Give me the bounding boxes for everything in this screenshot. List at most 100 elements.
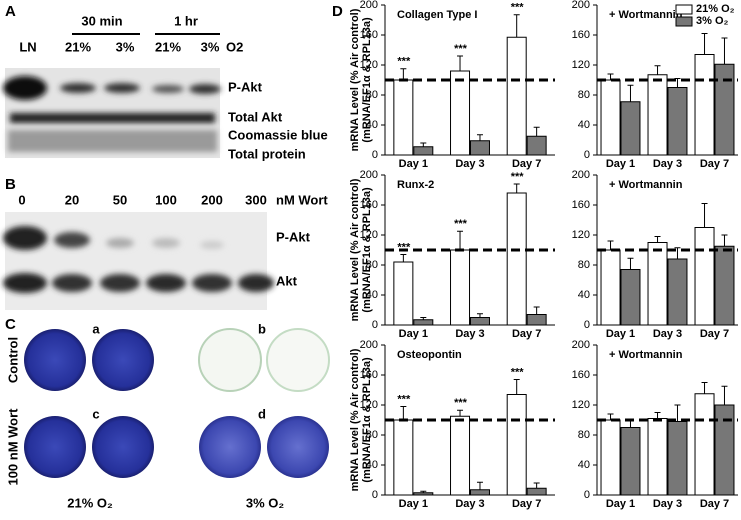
panel-label: B — [5, 176, 16, 193]
y-tick-label: 160 — [572, 369, 590, 381]
legend-label: 21% O₂ — [696, 3, 735, 15]
x-tick-label: Day 3 — [653, 328, 682, 340]
bar — [450, 415, 471, 496]
x-tick-label: Day 7 — [512, 498, 541, 510]
bar — [413, 319, 434, 326]
bar — [694, 393, 715, 496]
time-label: 1 hr — [174, 13, 198, 28]
bar — [667, 258, 688, 326]
bar — [450, 70, 471, 156]
annotation: *** — [454, 43, 468, 55]
panel-label: D — [332, 3, 343, 20]
y-tick-label: 0 — [584, 149, 590, 161]
x-tick-label: Day 1 — [606, 158, 635, 170]
x-tick-label: Day 3 — [455, 498, 484, 510]
panel-label: A — [5, 3, 16, 20]
bar — [714, 245, 735, 326]
x-tick-label: Day 7 — [700, 158, 729, 170]
y-tick-label: 160 — [360, 369, 378, 381]
y-tick-label: 160 — [360, 29, 378, 41]
well-label: b — [258, 321, 266, 336]
well-label: a — [92, 321, 100, 336]
bar — [526, 487, 547, 496]
legend-swatch — [675, 16, 693, 27]
bar — [667, 421, 688, 496]
well — [267, 416, 329, 478]
annotation: *** — [397, 56, 411, 68]
bar — [413, 146, 434, 156]
bar — [620, 269, 641, 326]
y-tick-label: 200 — [360, 339, 378, 351]
well — [92, 329, 154, 391]
dose-label: 200 — [201, 192, 223, 207]
x-tick-label: Day 3 — [653, 158, 682, 170]
y-tick-label: 120 — [360, 229, 378, 241]
y-tick-label: 80 — [578, 89, 590, 101]
y-tick-label: 40 — [366, 119, 378, 131]
x-tick-label: Day 3 — [455, 328, 484, 340]
bands — [3, 226, 274, 293]
x-tick-label: Day 1 — [399, 498, 428, 510]
y-tick-label: 80 — [366, 259, 378, 271]
bar — [469, 489, 490, 496]
panel-label: C — [5, 316, 16, 333]
well — [199, 416, 261, 478]
well — [24, 329, 86, 391]
y-tick-label: 40 — [578, 289, 590, 301]
annotation: *** — [511, 2, 525, 14]
bar — [600, 79, 621, 156]
dose-label: 0 — [18, 192, 25, 207]
y-tick-label: 200 — [572, 0, 590, 11]
lane-label: 3% — [201, 39, 220, 54]
bar — [620, 427, 641, 496]
y-tick-label: 40 — [578, 459, 590, 471]
y-tick-label: 80 — [578, 259, 590, 271]
x-tick-label: Day 3 — [653, 498, 682, 510]
y-tick-label: 40 — [578, 119, 590, 131]
o2-label: O2 — [226, 39, 243, 54]
y-tick-label: 0 — [372, 319, 378, 331]
bands — [3, 76, 221, 152]
y-tick-label: 160 — [572, 29, 590, 41]
y-tick-label: 0 — [372, 149, 378, 161]
row-label: Control — [5, 337, 20, 383]
y-axis-label: mRNA Level (% Air control) — [349, 348, 361, 491]
row-label: Coomassie blue — [228, 127, 328, 142]
dose-label: 300 — [245, 192, 267, 207]
y-tick-label: 120 — [572, 399, 590, 411]
legend-label: 3% O₂ — [696, 15, 729, 27]
well — [24, 416, 86, 478]
bar — [647, 74, 668, 156]
y-tick-label: 200 — [360, 169, 378, 181]
y-axis-label: mRNA Level (% Air control) — [349, 178, 361, 321]
y-tick-label: 80 — [366, 89, 378, 101]
y-tick-label: 160 — [360, 199, 378, 211]
y-tick-label: 120 — [360, 399, 378, 411]
annotation: *** — [397, 241, 411, 253]
well-label: d — [258, 406, 266, 421]
row-label: 100 nM Wort — [5, 408, 20, 486]
bar — [647, 418, 668, 496]
lane-label: LN — [19, 39, 36, 54]
y-tick-label: 40 — [366, 459, 378, 471]
y-tick-label: 40 — [366, 289, 378, 301]
y-axis-label: mRNA Level (% Air control) — [349, 8, 361, 151]
annotation: *** — [397, 393, 411, 405]
bar — [620, 101, 641, 156]
y-tick-label: 0 — [372, 489, 378, 501]
column-label: 21% O₂ — [67, 495, 113, 510]
time-label: 30 min — [81, 13, 122, 28]
row-label: Akt — [276, 273, 298, 288]
bar — [393, 419, 414, 496]
lane-label: 21% — [65, 39, 91, 54]
y-axis-label: (mRNA/EF1α & RPL13a) — [361, 357, 373, 483]
annotation: *** — [511, 366, 525, 378]
dose-label: 100 — [155, 192, 177, 207]
y-tick-label: 120 — [360, 59, 378, 71]
chart-title: Runx-2 — [397, 179, 434, 191]
x-tick-label: Day 3 — [455, 158, 484, 170]
annotation: *** — [454, 218, 468, 230]
y-axis-label: (mRNA/EF1α & RPL13a) — [361, 187, 373, 313]
x-tick-label: Day 1 — [399, 328, 428, 340]
